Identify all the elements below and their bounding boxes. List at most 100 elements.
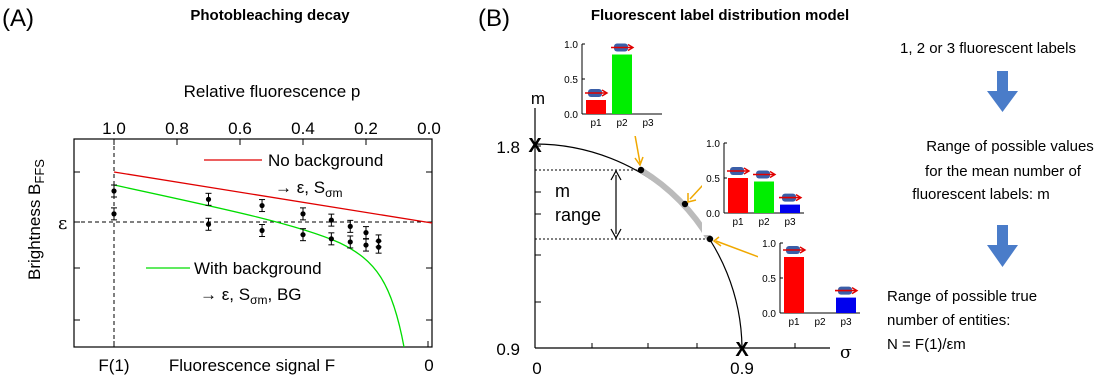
inset-tick-label: 0.0 <box>564 110 578 121</box>
inset-category-label: p3 <box>784 217 796 228</box>
data-point-no-background <box>111 211 117 217</box>
panel-a-y-axis-label: Brightness BFFS <box>25 159 47 280</box>
arc-point-upper <box>637 166 645 174</box>
inset-tick-label: 0.0 <box>706 209 720 220</box>
inset-category-label: p1 <box>732 217 744 228</box>
panel-a-top-axis-label: Relative fluorescence p <box>184 82 361 101</box>
data-point-no-background <box>363 242 369 248</box>
panel-b-y-tick-bottom: 0.9 <box>496 340 520 359</box>
y-label-sub: FFS <box>32 159 47 184</box>
label-arrowhead-icon <box>769 170 777 179</box>
data-point-with-background <box>111 188 117 194</box>
marker-x-right: X <box>735 339 749 361</box>
inset-chart: 1.0 0.5 0.0 p1 p2 p3 <box>702 131 812 235</box>
data-point-with-background <box>347 223 353 229</box>
label-arrowhead-icon <box>799 246 807 254</box>
epsilon-label: ε <box>58 213 67 234</box>
arc-point-lower <box>706 235 714 243</box>
inset-category-label: p2 <box>758 217 770 228</box>
flow-step-3-line: N = F(1)/εm <box>887 336 966 353</box>
inset-category-label: p2 <box>814 317 826 328</box>
data-point-no-background <box>205 221 212 227</box>
top-tick-label: 0.8 <box>165 119 189 138</box>
inset-bar-charts: 1.0 0.5 0.0 p1 p2 p3 1.0 0.5 0.0 p1 p2 p3 1.0 0.5 0.0 p… <box>560 32 868 335</box>
legend-red-label: No background <box>268 151 383 170</box>
top-tick-label: 0.6 <box>228 119 252 138</box>
inset-chart: 1.0 0.5 0.0 p1 p2 p3 <box>758 231 868 335</box>
inset-category-label: p1 <box>590 118 602 129</box>
flow-step-3: Range of possible true number of entitie… <box>887 288 1037 353</box>
inset-category-label: p3 <box>642 118 654 129</box>
legend-red-detail: → ε, Sσm <box>275 178 343 200</box>
panel-b-y-axis-label: m <box>531 89 545 108</box>
bottom-axis-label: Fluorescence signal F <box>169 356 335 375</box>
data-point-no-background <box>347 239 353 245</box>
inset-tick-label: 0.5 <box>564 75 578 86</box>
green-data-points <box>111 184 382 248</box>
legend-green-detail: → ε, Sσm, BG <box>200 285 302 307</box>
bottom-tick-f1: F(1) <box>98 356 129 375</box>
top-tick-label: 0.0 <box>417 119 441 138</box>
panel-b-x-tick-left: 0 <box>532 359 541 378</box>
inset-tick-label: 1.0 <box>762 239 776 250</box>
data-point-with-background <box>259 202 265 209</box>
flow-step-1: 1, 2 or 3 fluorescent labels <box>900 40 1076 57</box>
panel-a-title: Photobleaching decay <box>190 7 350 24</box>
data-point-with-background <box>376 238 382 244</box>
flow-step-2-line: for the mean number of <box>925 163 1082 180</box>
label-arrowhead-icon <box>795 193 803 202</box>
flow-arrow-2 <box>987 225 1018 267</box>
data-point-with-background <box>328 217 334 223</box>
data-point-with-background <box>205 196 212 202</box>
inset-category-label: p1 <box>788 317 800 328</box>
inset-category-label: p2 <box>616 118 628 129</box>
bottom-tick-zero: 0 <box>424 356 433 375</box>
inset-chart: 1.0 0.5 0.0 p1 p2 p3 <box>560 32 670 136</box>
top-tick-label: 0.4 <box>291 119 315 138</box>
m-range-arrowhead-up <box>610 169 622 181</box>
label-arrowhead-icon <box>601 89 609 97</box>
panel-b-y-tick-top: 1.8 <box>496 138 520 157</box>
panel-b-x-tick-right: 0.9 <box>730 359 754 378</box>
inset-bar <box>780 204 800 213</box>
inset-bar <box>784 257 804 313</box>
flow-step-3-line: Range of possible true <box>887 288 1037 305</box>
label-arrowhead-icon <box>743 167 751 175</box>
panel-a-plot-frame <box>73 138 433 348</box>
inset-category-label: p3 <box>840 317 852 328</box>
svg-text:Brightness BFFS: Brightness BFFS <box>25 159 47 280</box>
y-label-main: Brightness B <box>25 184 44 280</box>
flow-step-2-line: Range of possible values <box>926 138 1094 155</box>
m-range-label-range: range <box>555 205 601 225</box>
legend-red-detail-sub: σm <box>325 186 342 200</box>
inset-tick-label: 0.5 <box>706 174 720 185</box>
inset-bar <box>836 297 856 313</box>
inset-tick-label: 0.0 <box>762 309 776 320</box>
legend-green-label: With background <box>194 259 322 278</box>
red-fit-line <box>113 171 433 224</box>
legend-green-detail-main: → ε, S <box>200 285 250 304</box>
data-point-no-background <box>328 236 334 242</box>
flow-step-2-line: fluorescent labels: m <box>912 186 1050 203</box>
inset-bar <box>754 181 774 213</box>
label-arrowhead-icon <box>627 43 635 52</box>
data-point-with-background <box>300 211 306 217</box>
top-tick-label: 0.2 <box>354 119 378 138</box>
legend-red-detail-main: → ε, S <box>275 178 325 197</box>
m-range-arrowhead-down <box>610 228 622 240</box>
panel-b-ticks <box>535 145 796 348</box>
arc-point-middle <box>681 200 689 208</box>
panel-b-x-axis-label: σ <box>840 343 852 363</box>
panel-b-label: (B) <box>478 5 510 32</box>
marker-x-top: X <box>528 135 542 157</box>
inset-tick-label: 1.0 <box>564 40 578 51</box>
panel-a-top-ticks: 1.0 0.8 0.6 0.4 0.2 0.0 <box>102 119 441 138</box>
inset-tick-label: 1.0 <box>706 139 720 150</box>
inset-tick-label: 0.5 <box>762 274 776 285</box>
legend-green-detail-tail: , BG <box>268 285 302 304</box>
data-point-no-background <box>300 232 306 238</box>
inset-bar <box>612 54 632 114</box>
data-point-with-background <box>363 230 369 236</box>
inset-bar <box>728 178 748 213</box>
